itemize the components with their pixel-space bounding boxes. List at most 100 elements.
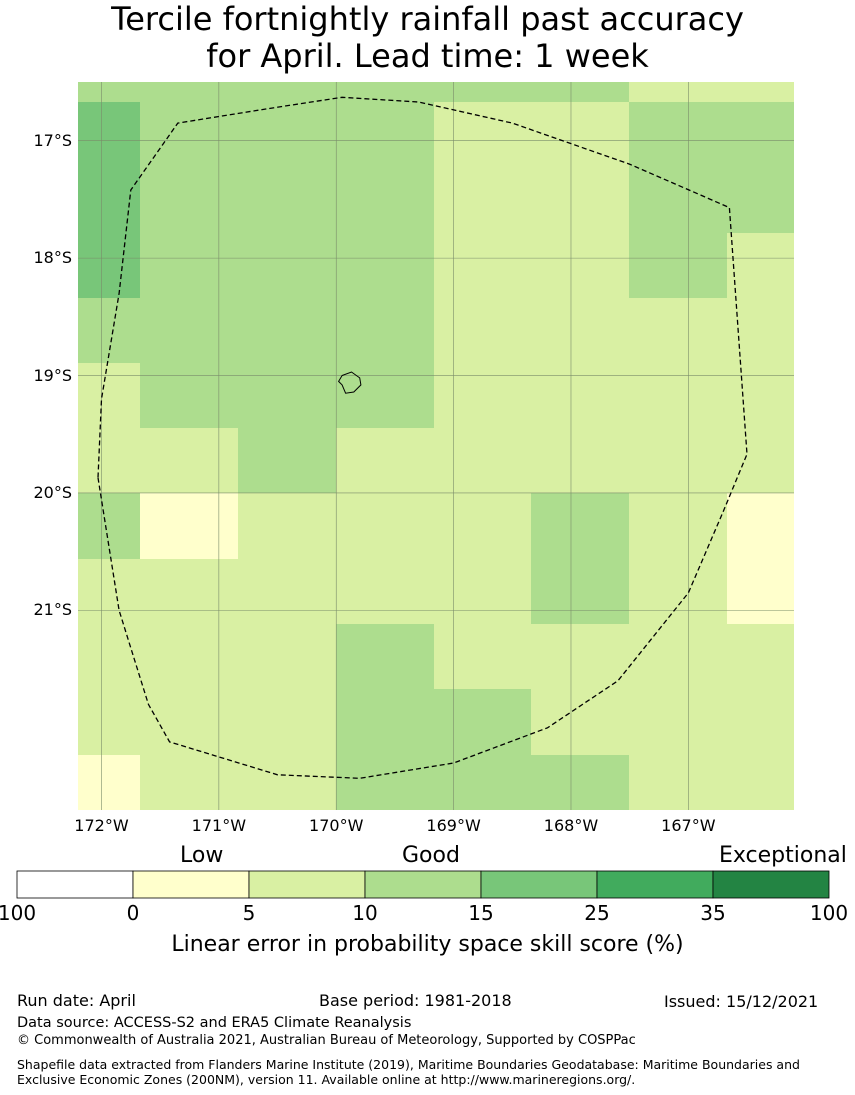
grid-cell: [78, 298, 140, 363]
longitude-label: 168°W: [543, 816, 599, 835]
grid-cell: [434, 82, 531, 102]
grid-cell: [629, 689, 727, 755]
grid-cell: [434, 233, 531, 298]
grid-cell: [336, 689, 434, 755]
colorbar-segment: [480, 870, 598, 899]
grid-cell: [531, 167, 629, 233]
grid-cell: [727, 493, 794, 559]
grid-cell: [531, 82, 629, 102]
grid-cell: [727, 363, 794, 428]
longitude-label: 167°W: [661, 816, 716, 835]
grid-cell: [531, 102, 629, 167]
latitude-label: 20°S: [33, 482, 72, 502]
colorbar-tick-label: 100: [809, 901, 849, 925]
grid-cell: [531, 298, 629, 363]
colorbar-segment: [16, 870, 134, 899]
grid-cell: [78, 559, 140, 624]
grid-cell: [140, 755, 238, 810]
grid-cell: [629, 428, 727, 493]
grid-cell: [434, 493, 531, 559]
grid-cell: [336, 298, 434, 363]
grid-cell: [140, 167, 238, 233]
colorbar-tick-label: 0: [126, 901, 140, 925]
grid-cell: [727, 624, 794, 689]
grid-cell: [238, 493, 336, 559]
grid-cell: [140, 298, 238, 363]
colorbar-label: Linear error in probability space skill …: [171, 932, 684, 957]
grid-cell: [238, 624, 336, 689]
run-date: Run date: April: [17, 991, 136, 1010]
map-title-line2: for April. Lead time: 1 week: [206, 37, 649, 75]
grid-cell: [78, 102, 140, 167]
grid-cell: [238, 363, 336, 428]
grid-cell: [238, 102, 336, 167]
grid-cell: [629, 624, 727, 689]
grid-cell: [727, 233, 794, 298]
colorbar-segment: [248, 870, 366, 899]
longitude-label: 172°W: [74, 816, 129, 835]
colorbar-tick-label: 5: [242, 901, 256, 925]
colorbar-tick-label: 10: [352, 901, 378, 925]
grid-cell: [629, 755, 727, 810]
legend-category-good: Good: [402, 843, 460, 868]
grid-cell: [336, 624, 434, 689]
grid-cell: [629, 298, 727, 363]
grid-cell: [336, 167, 434, 233]
colorbar-segment: [132, 870, 250, 899]
latitude-label: 17°S: [33, 130, 72, 150]
issued-date: Issued: 15/12/2021: [664, 992, 819, 1011]
eez-boundary: [97, 96, 748, 779]
shapefile-credit: Shapefile data extracted from Flanders M…: [17, 1057, 800, 1087]
grid-cell: [629, 493, 727, 559]
grid-cell: [727, 82, 794, 102]
grid-cell: [78, 428, 140, 493]
grid-cell: [434, 689, 531, 755]
grid-cell: [629, 559, 727, 624]
grid-cell: [140, 559, 238, 624]
grid-cell: [78, 624, 140, 689]
grid-cell: [140, 233, 238, 298]
latitude-label: 19°S: [33, 365, 72, 385]
latitude-label: 21°S: [33, 600, 72, 620]
grid-cell: [336, 755, 434, 810]
grid-cell: [238, 755, 336, 810]
grid-cell: [434, 624, 531, 689]
copyright-notice: © Commonwealth of Australia 2021, Austra…: [17, 1033, 636, 1048]
colorbar-tick-label: 15: [468, 901, 494, 925]
grid-cell: [78, 755, 140, 810]
grid-cell: [78, 363, 140, 428]
grid-cell: [238, 167, 336, 233]
grid-cell: [629, 363, 727, 428]
grid-cell: [531, 755, 629, 810]
map-title-line1: Tercile fortnightly rainfall past accura…: [111, 0, 744, 38]
map-panel: [78, 82, 794, 810]
grid-cell: [238, 233, 336, 298]
grid-cell: [629, 233, 727, 298]
grid-cell: [531, 233, 629, 298]
grid-cell: [629, 102, 727, 167]
grid-cell: [78, 689, 140, 755]
legend-category-low: Low: [180, 843, 224, 868]
grid-cell: [140, 363, 238, 428]
grid-cell: [238, 428, 336, 493]
skill-grid: [78, 82, 794, 810]
data-source: Data source: ACCESS-S2 and ERA5 Climate …: [17, 1015, 412, 1031]
grid-cell: [727, 689, 794, 755]
colorbar-tick-label: 35: [700, 901, 726, 925]
grid-cell: [238, 82, 336, 102]
grid-cell: [238, 559, 336, 624]
colorbar-segment: [364, 870, 482, 899]
grid-cell: [727, 755, 794, 810]
grid-cell: [140, 493, 238, 559]
colorbar: [16, 870, 830, 899]
grid-cell: [727, 428, 794, 493]
grid-cell: [531, 624, 629, 689]
grid-cell: [629, 82, 727, 102]
grid-cell: [434, 102, 531, 167]
colorbar-tick-label: 25: [584, 901, 610, 925]
legend-category-exceptional: Exceptional: [719, 843, 847, 868]
grid-cell: [727, 559, 794, 624]
colorbar-segment: [596, 870, 714, 899]
grid-cell: [434, 363, 531, 428]
base-period: Base period: 1981-2018: [319, 991, 512, 1010]
